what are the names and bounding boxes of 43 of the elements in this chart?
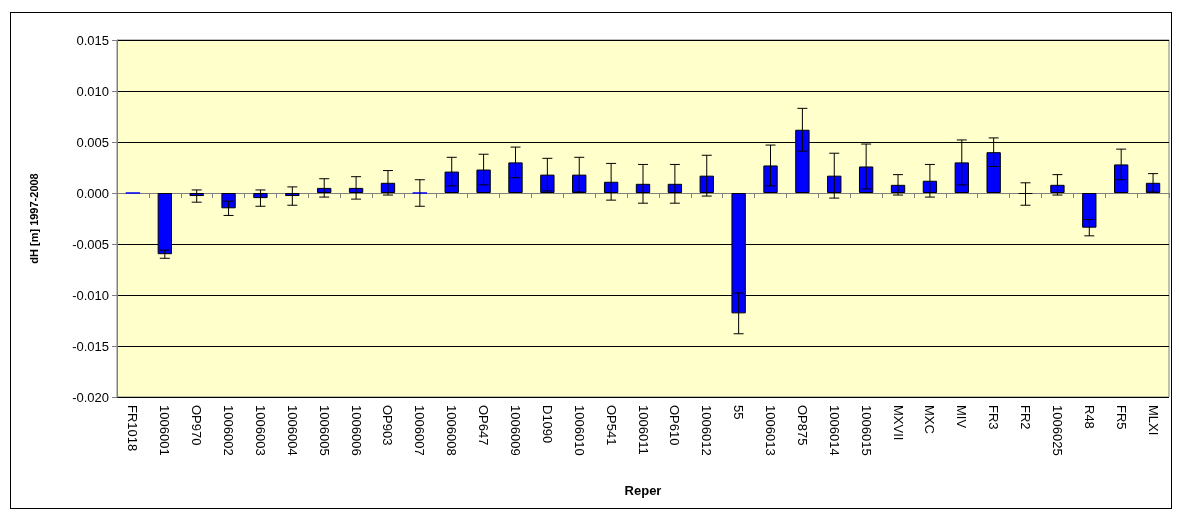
x-tick-label: OP610 xyxy=(667,405,683,446)
x-tick-label: OP541 xyxy=(603,405,619,446)
x-tick-label: MLXI xyxy=(1145,405,1161,436)
x-tick-label: 1006005 xyxy=(316,405,332,456)
x-tick-label: FR2 xyxy=(1018,405,1034,430)
x-tick-label: R48 xyxy=(1081,405,1097,429)
x-tick-label: 1006002 xyxy=(221,405,237,456)
y-tick-label: -0.020 xyxy=(72,389,109,405)
x-tick-label: 1006015 xyxy=(858,405,874,456)
x-tick-label: 1006007 xyxy=(412,405,428,456)
x-tick-label: MXVII xyxy=(890,405,906,441)
x-tick-label: OP875 xyxy=(794,405,810,446)
y-tick-label: 0.000 xyxy=(76,185,109,201)
x-tick-label: 1006012 xyxy=(699,405,715,456)
y-tick-label: -0.010 xyxy=(72,287,109,303)
x-tick-label: 1006011 xyxy=(635,405,651,455)
x-tick-label: 1006013 xyxy=(763,405,779,456)
x-tick-label: 1006010 xyxy=(571,405,587,456)
y-tick-label: 0.010 xyxy=(76,83,109,99)
y-tick-label: 0.005 xyxy=(76,134,109,150)
x-axis-title: Reper xyxy=(624,483,662,498)
x-tick-label: 55 xyxy=(731,405,747,420)
x-tick-label: FR5 xyxy=(1113,405,1129,430)
x-tick-label: 1006025 xyxy=(1049,405,1065,456)
y-tick-label: 0.015 xyxy=(76,32,109,48)
x-tick-label: 1006003 xyxy=(252,405,268,456)
y-tick-label: -0.015 xyxy=(72,338,109,354)
y-tick-label: -0.005 xyxy=(72,236,109,252)
x-tick-label: D1090 xyxy=(539,405,555,444)
x-tick-label: FR3 xyxy=(986,405,1002,430)
x-tick-label: 1006009 xyxy=(507,405,523,456)
x-tick-label: 1006014 xyxy=(826,405,842,456)
x-tick-label: OP970 xyxy=(189,405,205,446)
x-tick-label: FR1018 xyxy=(125,405,141,452)
x-tick-label: MXC xyxy=(922,405,938,434)
x-tick-label: OP647 xyxy=(476,405,492,446)
x-tick-label: 1006001 xyxy=(157,405,173,456)
y-axis-title: dH [m] 1997-2008 xyxy=(27,173,40,264)
x-tick-label: 1006008 xyxy=(444,405,460,456)
x-tick-label: OP903 xyxy=(380,405,396,446)
x-tick-label: 1006004 xyxy=(284,405,300,456)
x-tick-label: MIV xyxy=(954,405,970,429)
x-tick-label: 1006006 xyxy=(348,405,364,456)
